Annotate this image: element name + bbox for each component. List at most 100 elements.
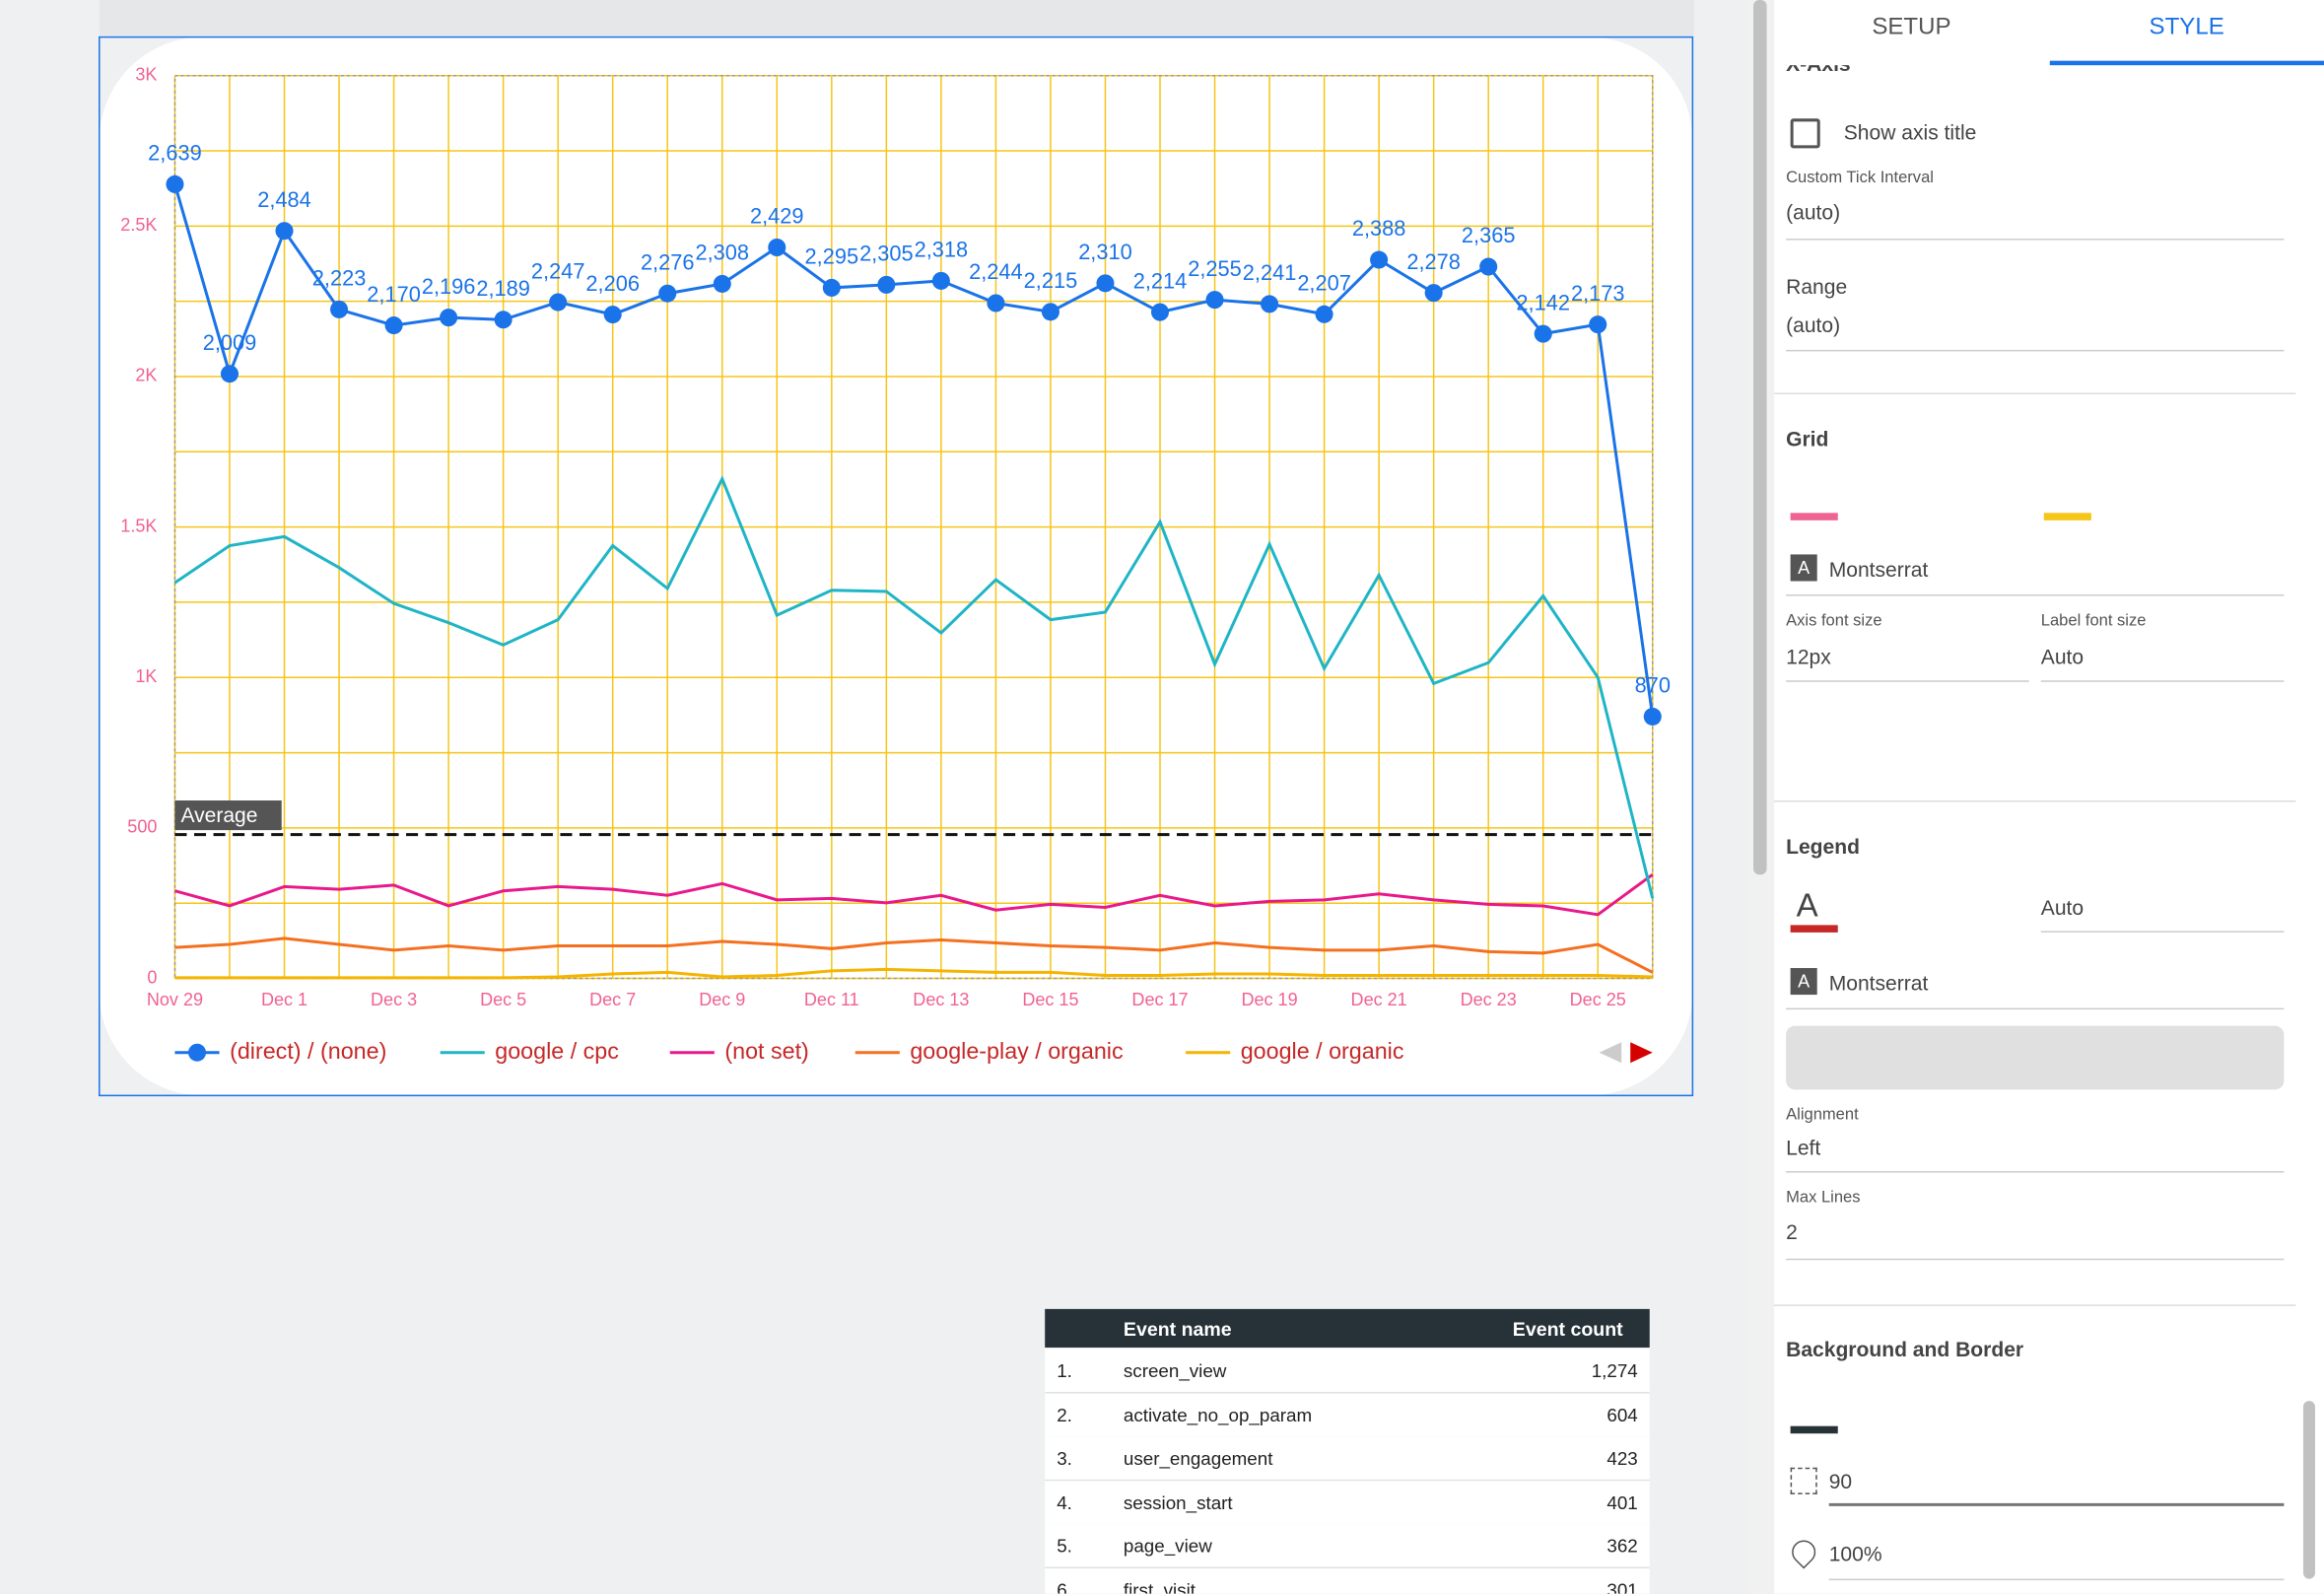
x-tick-label: Dec 3 bbox=[371, 990, 417, 1009]
underline bbox=[1786, 239, 2285, 241]
legend-label: (direct) / (none) bbox=[230, 1038, 386, 1064]
underline bbox=[2040, 931, 2285, 933]
heading: Grid bbox=[1786, 427, 1829, 451]
point bbox=[658, 284, 677, 303]
field[interactable]: 2 bbox=[1786, 1219, 1798, 1244]
point bbox=[440, 309, 458, 327]
data-label: 2,223 bbox=[312, 266, 367, 291]
cell: 5. bbox=[1057, 1535, 1072, 1558]
legend-marker bbox=[187, 1043, 207, 1062]
point bbox=[931, 271, 950, 290]
style-panel bbox=[1774, 0, 2324, 1594]
legend-label: google-play / organic bbox=[910, 1038, 1124, 1064]
point bbox=[1205, 291, 1224, 310]
label: Axis font size bbox=[1786, 612, 1882, 631]
series-line bbox=[174, 967, 1653, 980]
column-header[interactable]: Event count bbox=[1512, 1317, 1623, 1341]
font-icon: A bbox=[1790, 968, 1817, 996]
dropdown[interactable]: Auto bbox=[2040, 895, 2085, 920]
point bbox=[1041, 303, 1059, 321]
point bbox=[1643, 707, 1662, 726]
point bbox=[549, 293, 568, 312]
point bbox=[1589, 315, 1607, 334]
column-header[interactable]: Event name bbox=[1123, 1317, 1232, 1341]
tab[interactable]: STYLE bbox=[2149, 15, 2224, 40]
y-tick-label: 3K bbox=[135, 64, 157, 84]
point bbox=[1370, 250, 1389, 269]
data-label: 2,484 bbox=[257, 187, 311, 212]
data-label: 2,247 bbox=[531, 258, 585, 283]
point bbox=[384, 316, 403, 335]
table-row[interactable]: 1. screen_view 1,274 bbox=[1045, 1349, 1650, 1394]
reference-label: Average bbox=[180, 804, 257, 827]
label: Label font size bbox=[2040, 612, 2147, 631]
cell: 423 bbox=[1606, 1448, 1638, 1470]
y-tick-label: 1K bbox=[135, 666, 157, 686]
cell: 3. bbox=[1057, 1448, 1072, 1470]
dropdown[interactable]: Montserrat bbox=[1828, 557, 1929, 582]
dropdown[interactable]: Montserrat bbox=[1828, 971, 1929, 996]
cell: session_start bbox=[1123, 1491, 1233, 1513]
separator bbox=[1774, 1304, 2296, 1306]
table-row[interactable]: 3. user_engagement 423 bbox=[1045, 1436, 1650, 1482]
x-tick-label: Dec 1 bbox=[261, 990, 308, 1009]
table-row[interactable]: 5. page_view 362 bbox=[1045, 1523, 1650, 1569]
underline bbox=[1786, 680, 2029, 682]
grid-color[interactable] bbox=[1790, 513, 1838, 520]
legend-label: (not set) bbox=[724, 1038, 808, 1064]
radius-icon bbox=[1790, 1467, 1817, 1494]
font-color-icon[interactable]: A bbox=[1796, 886, 1818, 924]
separator bbox=[1774, 800, 2296, 802]
point bbox=[713, 274, 731, 293]
point bbox=[1150, 303, 1170, 321]
tab-indicator bbox=[2049, 60, 2324, 66]
checkbox[interactable] bbox=[1790, 118, 1820, 149]
x-tick-label: Dec 5 bbox=[480, 990, 526, 1009]
point bbox=[1479, 257, 1498, 276]
legend-prev bbox=[1599, 1042, 1622, 1064]
label: Range bbox=[1786, 274, 1848, 299]
table-row[interactable]: 2. activate_no_op_param 604 bbox=[1045, 1392, 1650, 1437]
cell: activate_no_op_param bbox=[1123, 1404, 1313, 1425]
data-label: 2,206 bbox=[585, 271, 640, 296]
x-tick-label: Dec 25 bbox=[1570, 990, 1626, 1009]
x-tick-label: Dec 7 bbox=[589, 990, 636, 1009]
underline bbox=[1828, 1578, 2285, 1581]
dropdown[interactable]: 90 bbox=[1828, 1469, 1853, 1493]
underline bbox=[1786, 349, 2285, 352]
data-label: 2,308 bbox=[695, 241, 749, 265]
panel-scrollbar bbox=[2302, 1401, 2315, 1579]
table-row[interactable]: 6. first_visit 301 bbox=[1045, 1567, 1650, 1594]
y-tick-label: 2K bbox=[135, 366, 157, 385]
dropdown[interactable]: 12px bbox=[1786, 645, 1831, 669]
y-tick-label: 2.5K bbox=[120, 215, 157, 235]
underline bbox=[2040, 680, 2285, 682]
data-label: 870 bbox=[1635, 673, 1671, 698]
dropdown[interactable]: Auto bbox=[2040, 645, 2085, 669]
point bbox=[1534, 324, 1552, 343]
data-label: 2,318 bbox=[915, 238, 969, 262]
field[interactable]: (auto) bbox=[1786, 200, 1841, 225]
y-tick-label: 500 bbox=[127, 817, 157, 837]
selection bbox=[99, 35, 1694, 1097]
cell: 6. bbox=[1057, 1579, 1072, 1594]
separator bbox=[1774, 392, 2296, 395]
table-row[interactable]: 4. session_start 401 bbox=[1045, 1480, 1650, 1525]
legend-position[interactable] bbox=[1786, 1025, 2285, 1090]
heading: X-Axis bbox=[1786, 65, 1851, 76]
data-label: 2,009 bbox=[203, 330, 257, 355]
label: Custom Tick Interval bbox=[1786, 169, 1934, 187]
dropdown[interactable]: 100% bbox=[1828, 1541, 1882, 1566]
tab[interactable]: SETUP bbox=[1872, 15, 1951, 40]
dropdown[interactable]: (auto) bbox=[1786, 312, 1841, 337]
x-tick-label: Dec 17 bbox=[1131, 990, 1188, 1009]
dropdown[interactable]: Left bbox=[1786, 1135, 1821, 1159]
data-label: 2,196 bbox=[422, 274, 476, 299]
grid-color[interactable] bbox=[2043, 513, 2091, 520]
data-label: 2,429 bbox=[750, 204, 804, 229]
chart[interactable]: 0 500 1K 1.5K 2K 2.5K 3K Nov 29 Dec 1 Dec 3 Dec 5 D… bbox=[0, 0, 1749, 1127]
plot-border bbox=[173, 74, 1654, 980]
data-label: 2,142 bbox=[1516, 290, 1570, 314]
